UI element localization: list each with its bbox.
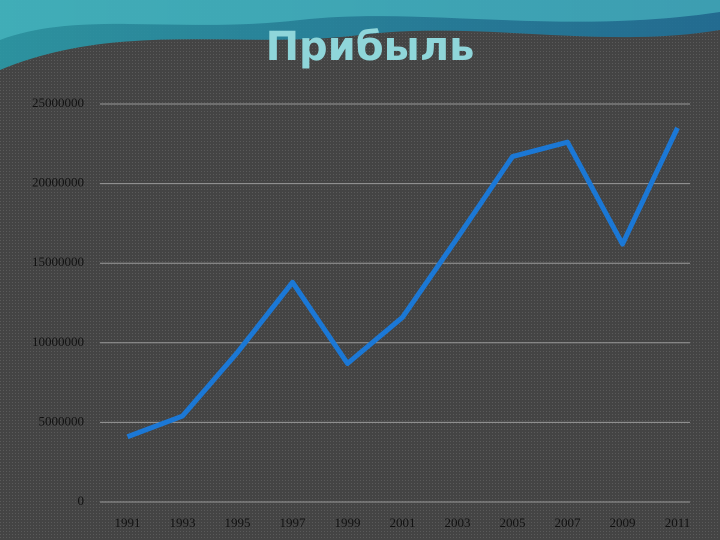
x-tick-label: 2001 [390,515,416,530]
y-tick-label: 15000000 [32,254,84,269]
x-tick-label: 1993 [170,515,196,530]
y-tick-label: 10000000 [32,334,84,349]
x-tick-label: 1997 [280,515,307,530]
series-line [126,126,680,440]
header-wave-2 [0,0,720,40]
x-tick-label: 2011 [665,515,691,530]
y-tick-label: 25000000 [32,95,84,110]
x-tick-label: 2005 [500,515,526,530]
y-tick-label: 0 [78,493,85,508]
x-tick-label: 1999 [335,515,361,530]
y-tick-label: 5000000 [39,413,85,428]
y-tick-label: 20000000 [32,175,84,190]
x-tick-label: 2009 [610,515,636,530]
x-tick-label: 2007 [555,515,582,530]
x-tick-label: 1995 [225,515,251,530]
chart-title: Прибыль [266,24,475,70]
x-tick-label: 2003 [445,515,471,530]
x-tick-label: 1991 [115,515,141,530]
